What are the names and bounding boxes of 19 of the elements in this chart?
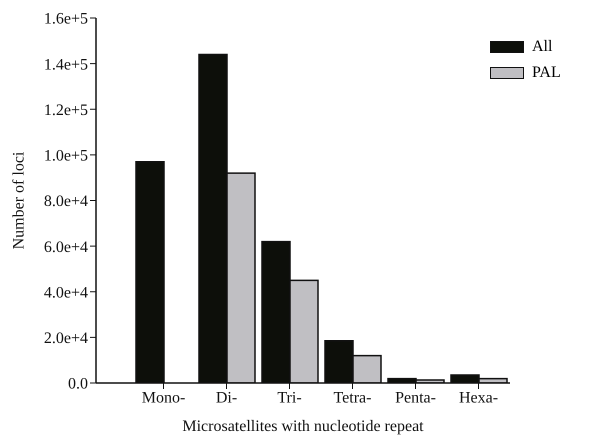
x-tick-label: Mono- <box>142 389 186 406</box>
y-tick-label: 8.0e+4 <box>44 193 88 210</box>
legend-label: PAL <box>532 64 561 82</box>
y-tick-label: 1.2e+5 <box>44 102 88 119</box>
y-tick-label: 1.6e+5 <box>44 10 88 28</box>
y-tick-label: 6.0e+4 <box>44 238 88 256</box>
y-tick-label: 1.4e+5 <box>44 56 88 74</box>
x-tick-label: Di- <box>216 389 238 406</box>
x-tick-label: Tri- <box>277 389 302 406</box>
x-tick-label: Tetra- <box>334 389 372 406</box>
y-tick-label: 0.0 <box>68 376 88 393</box>
legend-label: All <box>532 38 552 56</box>
x-tick-label: Penta- <box>395 389 436 406</box>
y-tick-label: 4.0e+4 <box>44 284 88 302</box>
y-axis-title: Number of loci <box>10 151 28 250</box>
y-tick-label: 2.0e+4 <box>44 330 88 348</box>
x-axis-title: Microsatellites with nucleotide repeat <box>182 418 424 435</box>
x-tick-label: Hexa- <box>458 389 498 406</box>
y-tick-label: 1.0e+5 <box>44 148 88 165</box>
